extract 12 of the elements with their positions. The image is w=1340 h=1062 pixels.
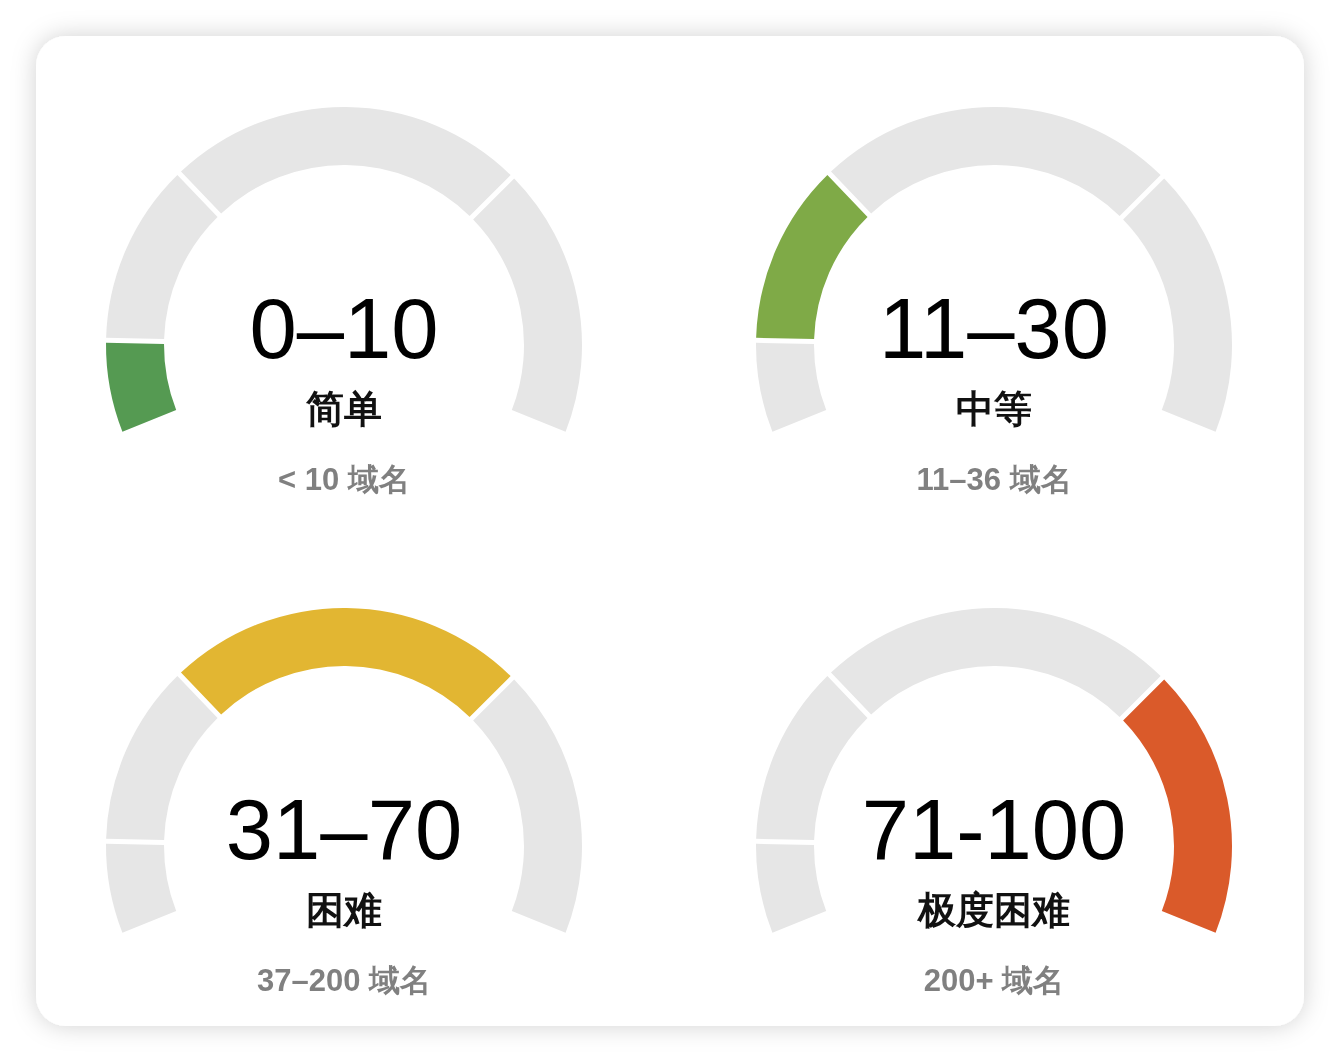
text: 37–200 域名 [256, 963, 432, 998]
text: 简单 [305, 388, 382, 430]
text: 中等 [956, 388, 1032, 430]
text: 11–30 [878, 281, 1110, 376]
text: 71-100 [861, 782, 1127, 877]
text: 200+ 域名 [923, 963, 1065, 998]
text: < 10 域名 [278, 462, 410, 497]
text: 0–10 [249, 281, 439, 376]
text: 11–36 域名 [916, 462, 1072, 497]
text: 31–70 [225, 782, 463, 877]
text: 困难 [306, 889, 382, 931]
text: 极度困难 [916, 889, 1070, 931]
